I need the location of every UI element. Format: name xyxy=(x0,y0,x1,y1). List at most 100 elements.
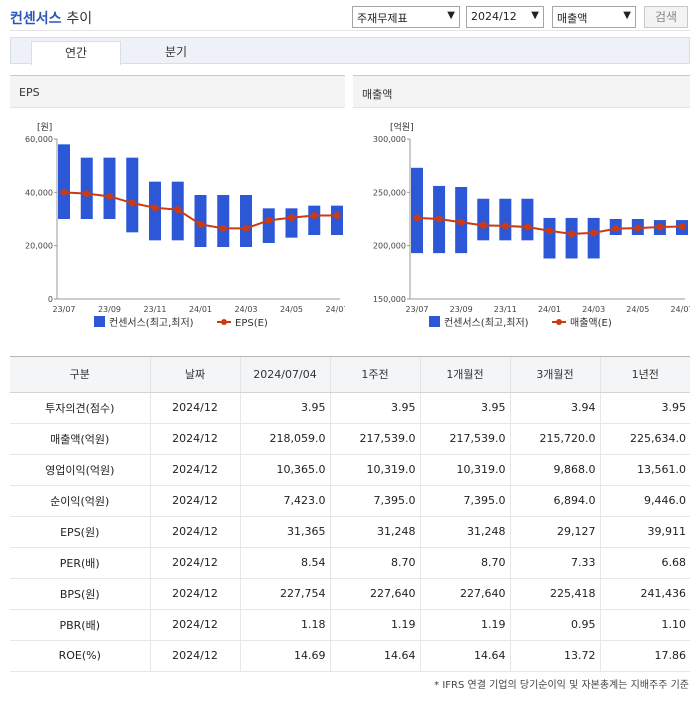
estimate-point xyxy=(106,192,113,200)
subject-select-value: 주재무제표 xyxy=(357,12,408,25)
table-cell: 10,365.0 xyxy=(239,454,330,486)
consensus-range-bar xyxy=(308,205,321,235)
estimate-point xyxy=(678,222,686,230)
consensus-range-bar xyxy=(499,198,512,241)
table-cell: 215,720.0 xyxy=(509,423,600,455)
consensus-range-bar xyxy=(543,217,556,259)
table-cell: 13.72 xyxy=(509,640,600,672)
estimate-point xyxy=(288,214,295,222)
row-label: BPS(원) xyxy=(10,578,150,610)
x-tick-label: 23/07 xyxy=(52,305,75,314)
subject-select[interactable]: 주재무제표 ▼ xyxy=(352,6,460,28)
consensus-range-bar xyxy=(58,144,70,219)
column-header: 1년전 xyxy=(599,357,690,393)
consensus-range-bar xyxy=(240,195,252,247)
x-tick-label: 24/07 xyxy=(670,305,690,314)
title-sub: 추이 xyxy=(66,11,93,27)
sales-chart: [억원] 150,000 200,000 250,000 300,000 23/07 23/… xyxy=(373,121,690,329)
table-cell: 6.68 xyxy=(599,547,690,579)
table-cell: 217,539.0 xyxy=(329,423,420,455)
consensus-range-bar xyxy=(103,157,116,219)
search-button[interactable]: 검색 xyxy=(644,6,688,28)
chevron-down-icon: ▼ xyxy=(623,10,631,21)
estimate-point xyxy=(413,214,421,222)
estimate-point xyxy=(242,224,250,232)
table-cell: 1.19 xyxy=(329,609,420,641)
x-tick-label: 24/05 xyxy=(280,305,303,314)
table-cell: 9,868.0 xyxy=(509,454,600,486)
column-header: 날짜 xyxy=(149,357,240,393)
table-cell: 2024/12 xyxy=(149,547,240,579)
estimate-point xyxy=(656,223,664,231)
period-select-value: 2024/12 xyxy=(471,10,517,23)
y-tick-label: 200,000 xyxy=(373,242,406,251)
table-cell: 39,911 xyxy=(599,516,690,548)
estimate-point xyxy=(568,230,576,238)
consensus-range-bar xyxy=(521,198,534,241)
table-row: PBR(배) 2024/12 1.18 1.19 1.19 0.95 1.10 xyxy=(10,609,690,641)
sales-chart-panel: 매출액 [억원] 150,000 200,000 250,000 300,000 23/0… xyxy=(353,75,690,340)
eps-chart-panel: EPS [원] 0 20,000 40,000 60,000 23/07 23/09 23/1… xyxy=(10,75,345,340)
table-cell: 218,059.0 xyxy=(239,423,330,455)
y-tick-label: 20,000 xyxy=(25,242,53,251)
table-cell: 2024/12 xyxy=(149,640,240,672)
tab-annual[interactable]: 연간 xyxy=(31,41,121,65)
table-cell: 3.95 xyxy=(599,392,690,424)
table-cell: 0.95 xyxy=(509,609,600,641)
estimate-point xyxy=(333,212,341,220)
row-label: PBR(배) xyxy=(10,609,150,641)
estimate-point xyxy=(151,204,159,212)
estimate-point xyxy=(590,229,598,237)
metric-select[interactable]: 매출액 ▼ xyxy=(552,6,636,28)
estimate-point xyxy=(265,216,273,224)
table-cell: 6,894.0 xyxy=(509,485,600,517)
table-cell: 227,754 xyxy=(239,578,330,610)
y-axis-label: [억원] xyxy=(390,121,414,133)
table-cell: 1.10 xyxy=(599,609,690,641)
estimate-point xyxy=(501,222,509,230)
legend-swatch-point xyxy=(221,319,227,325)
chart-title: 매출액 xyxy=(353,76,690,108)
table-cell: 225,418 xyxy=(509,578,600,610)
title-main: 컨센서스 xyxy=(10,11,62,27)
table-cell: 14.64 xyxy=(419,640,510,672)
consensus-range-bar xyxy=(411,167,423,254)
estimate-point xyxy=(219,224,227,232)
x-tick-label: 23/07 xyxy=(405,305,428,314)
legend-swatch-bar xyxy=(429,316,440,327)
table-cell: 3.95 xyxy=(419,392,510,424)
table-cell: 10,319.0 xyxy=(329,454,420,486)
row-label: 매출액(억원) xyxy=(10,423,150,455)
x-tick-label: 23/11 xyxy=(494,305,517,314)
row-label: 순이익(억원) xyxy=(10,485,150,517)
estimate-point xyxy=(546,227,553,235)
legend-swatch-bar xyxy=(94,316,105,327)
table-cell: 2024/12 xyxy=(149,485,240,517)
legend-swatch-point xyxy=(556,319,562,325)
x-tick-label: 23/11 xyxy=(143,305,166,314)
estimate-point xyxy=(612,225,620,233)
table-cell: 3.94 xyxy=(509,392,600,424)
x-tick-label: 23/09 xyxy=(450,305,473,314)
consensus-range-bar xyxy=(217,195,230,247)
estimate-point xyxy=(174,206,182,214)
estimate-point xyxy=(457,218,465,226)
row-label: EPS(원) xyxy=(10,516,150,548)
table-row: 투자의견(점수) 2024/12 3.95 3.95 3.95 3.94 3.95 xyxy=(10,392,690,424)
y-tick-label: 60,000 xyxy=(25,135,53,144)
table-cell: 1.18 xyxy=(239,609,330,641)
consensus-range-bar xyxy=(126,157,139,233)
table-row: PER(배) 2024/12 8.54 8.70 8.70 7.33 6.68 xyxy=(10,547,690,579)
tab-quarterly[interactable]: 분기 xyxy=(164,45,188,59)
table-cell: 8.54 xyxy=(239,547,330,579)
consensus-range-bar xyxy=(262,208,275,243)
table-cell: 2024/12 xyxy=(149,392,240,424)
legend-label: EPS(E) xyxy=(235,318,268,329)
table-cell: 241,436 xyxy=(599,578,690,610)
table-cell: 31,365 xyxy=(239,516,330,548)
table-cell: 10,319.0 xyxy=(419,454,510,486)
estimate-point xyxy=(523,223,531,231)
table-cell: 9,446.0 xyxy=(599,485,690,517)
period-select[interactable]: 2024/12 ▼ xyxy=(466,6,544,28)
legend-label: 컨센서스(최고,최저) xyxy=(109,317,194,329)
